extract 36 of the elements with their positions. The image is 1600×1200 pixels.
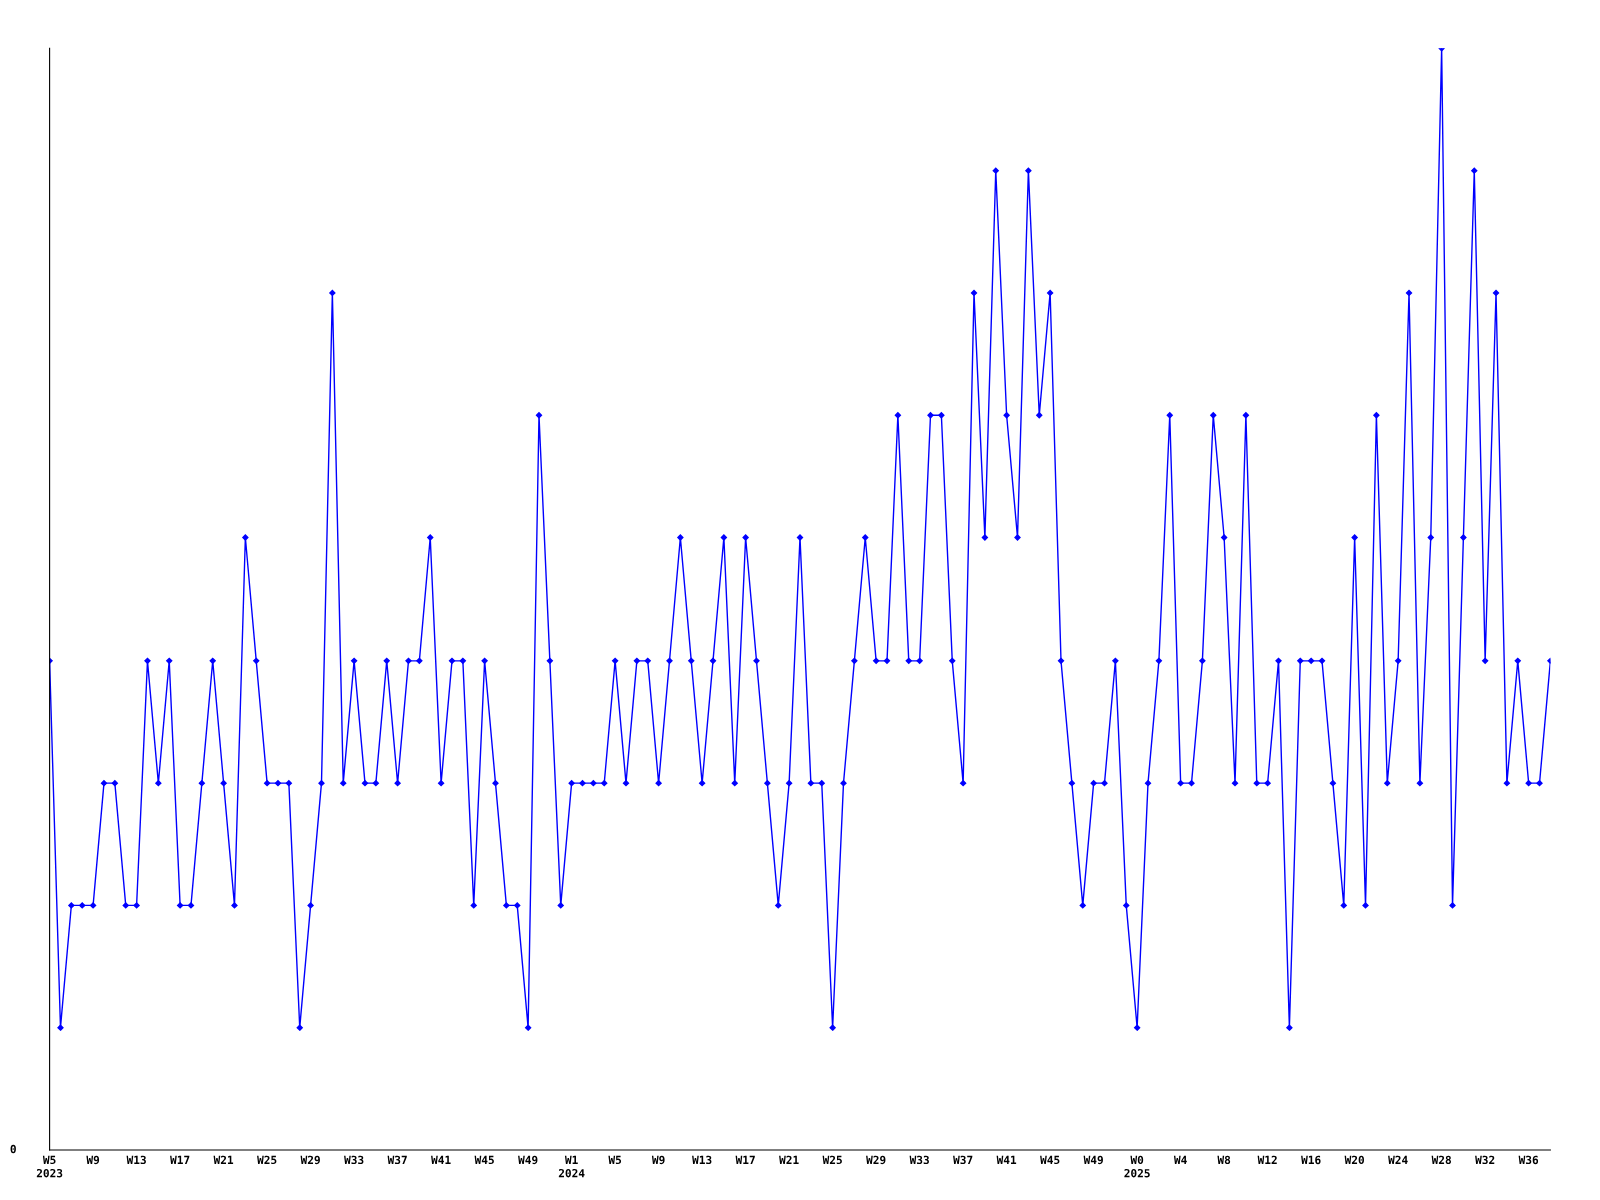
x-tick-label: W9 (651, 1155, 665, 1165)
x-tick-label: W0 2025 (1124, 1155, 1150, 1178)
x-tick-label: W49 (518, 1155, 538, 1165)
text: 0 (10, 1144, 16, 1154)
x-tick-label: W17 (170, 1155, 190, 1164)
x-tick-label: W9 (86, 1155, 100, 1165)
x-tick-label: W41 (996, 1155, 1017, 1164)
x-tick-label: W21 (213, 1155, 234, 1164)
x-tick-label: W37 (953, 1155, 973, 1165)
x-tick-label: W25 (257, 1155, 277, 1165)
x-tick-label: W25 (822, 1155, 842, 1165)
x-tick-label: W29 (300, 1155, 320, 1165)
x-tick-label: W13 (126, 1155, 146, 1165)
x-tick-label: W29 (866, 1155, 886, 1165)
x-tick-label: W5 2023 (36, 1155, 63, 1178)
x-tick-label: W33 (344, 1155, 364, 1165)
x-tick-label: W33 (909, 1155, 929, 1165)
x-tick-label: W16 (1301, 1155, 1321, 1165)
x-tick-label: W21 (779, 1155, 799, 1164)
x-tick-label: W28 (1431, 1155, 1451, 1165)
x-tick-label: W41 (431, 1155, 451, 1164)
x-tick-label: W24 (1388, 1155, 1408, 1164)
x-tick-label: W12 (1257, 1155, 1277, 1164)
x-tick-label: W45 (474, 1155, 494, 1165)
x-tick-label: W17 (735, 1155, 755, 1164)
x-tick-label: W5 (608, 1155, 622, 1165)
x-tick-label: W1 2024 (558, 1155, 585, 1178)
x-tick-label: W20 (1344, 1155, 1365, 1165)
x-tick-label: W4 (1173, 1155, 1187, 1164)
x-tick-label: W13 (692, 1155, 712, 1165)
x-tick-label: W45 (1040, 1155, 1060, 1165)
x-tick-label: W8 (1217, 1155, 1231, 1165)
x-tick-label: W32 (1475, 1155, 1495, 1165)
x-tick-label: W49 (1083, 1155, 1103, 1165)
x-tick-label: W37 (387, 1155, 407, 1165)
x-tick-label: W36 (1518, 1155, 1539, 1165)
